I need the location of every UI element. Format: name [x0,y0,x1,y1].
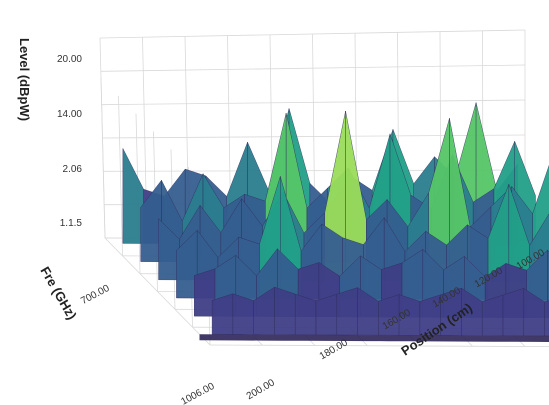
z-tick-label: 20.00 [57,54,82,65]
frequency-tick-label: 1006.00 [179,381,216,405]
frequency-tick-label: 700.00 [79,283,112,307]
position-tick-label: 180.00 [318,337,350,362]
surface-patch [482,294,504,336]
surface-patch [295,293,317,336]
surface-patch [315,293,337,336]
surface-patch [502,288,524,337]
surface [122,102,549,342]
frequency-axis-label: Fre (GHz) [37,264,79,322]
z-tick-label: 1.1.5 [60,218,83,229]
surface-patch [544,300,549,337]
surface-patch [274,286,296,335]
surface-patch [211,293,234,335]
z-tick-label: 14.00 [57,109,82,120]
surface-base [199,334,549,342]
surface-patch [232,293,254,335]
z-axis-label: Level (dBpW) [17,38,32,121]
position-tick-label: 200.00 [245,377,277,402]
z-tick-label: 2.06 [63,164,83,175]
surface-patch [336,287,358,336]
